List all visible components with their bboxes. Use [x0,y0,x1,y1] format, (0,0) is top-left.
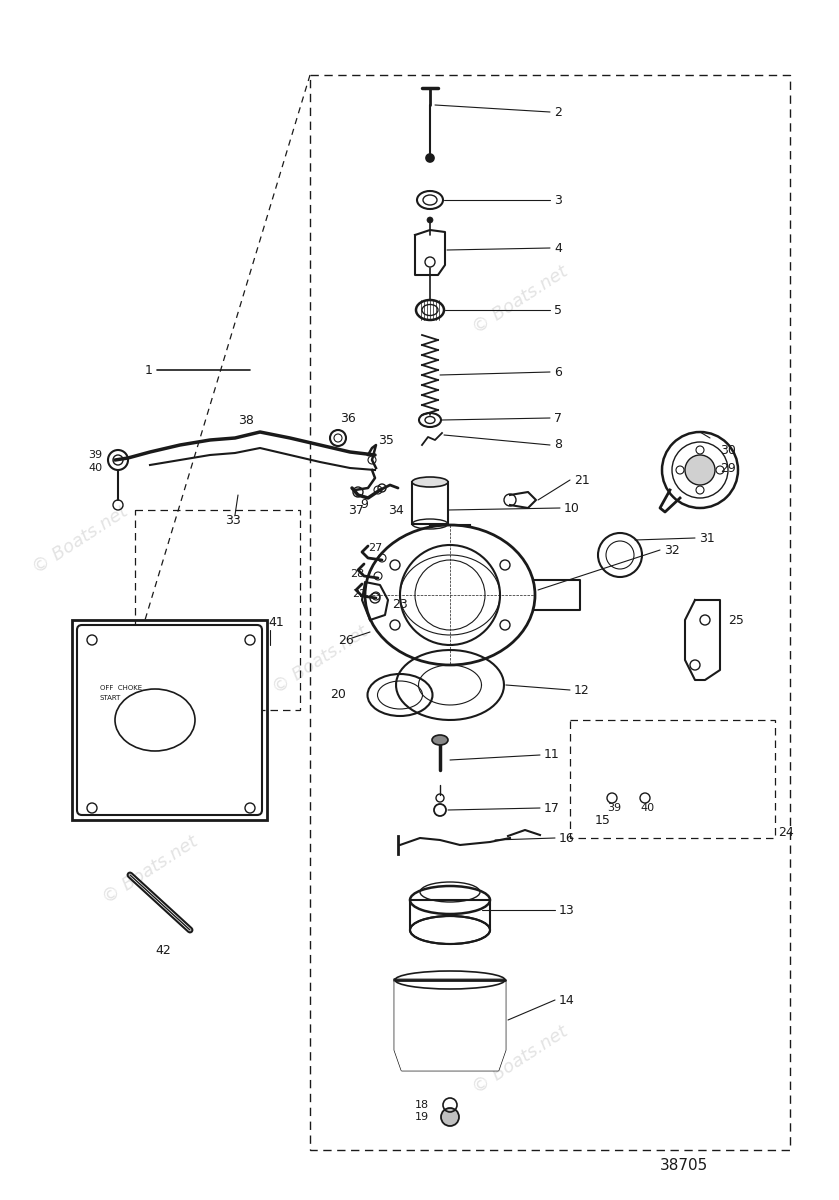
Bar [410,900,490,930]
Text: 21: 21 [574,474,590,486]
Polygon shape [415,230,445,275]
Text: 23: 23 [392,599,408,612]
Text: © Boats.net: © Boats.net [469,1022,571,1098]
Text: 10: 10 [564,502,580,515]
Text: 15: 15 [595,814,611,827]
Text: 34: 34 [388,504,404,516]
Text: 35: 35 [378,433,393,446]
Text: 40: 40 [640,803,654,814]
Circle shape [441,1108,459,1126]
Text: © Boats.net: © Boats.net [469,263,571,337]
Text: 11: 11 [544,749,560,762]
Text: 16: 16 [559,832,575,845]
Text: 18: 18 [415,1100,429,1110]
Text: 39: 39 [88,450,102,460]
Text: 7: 7 [554,412,562,425]
Text: 39: 39 [607,803,621,814]
Text: 30: 30 [720,444,736,456]
Text: 36: 36 [340,412,356,425]
Text: 41: 41 [268,617,284,630]
Text: 17: 17 [544,802,560,815]
Text: 38: 38 [238,414,254,426]
Text: START: START [100,695,122,701]
Text: 27: 27 [368,542,383,553]
Text: 28: 28 [350,569,364,578]
Bar [72,620,267,820]
Circle shape [426,154,434,162]
Text: 40: 40 [88,463,102,473]
Text: 8: 8 [554,438,562,451]
Text: 4: 4 [554,241,562,254]
Text: 26: 26 [338,634,354,647]
Circle shape [685,455,715,485]
Text: 37: 37 [348,504,364,516]
Text: 32: 32 [664,544,680,557]
Text: 22: 22 [352,589,367,599]
Text: 14: 14 [559,994,575,1007]
Text: © Boats.net: © Boats.net [29,503,131,577]
Text: 12: 12 [574,684,590,696]
Text: 42: 42 [155,943,171,956]
Bar [310,74,790,1150]
Circle shape [427,217,433,223]
Text: OFF  CHOKE: OFF CHOKE [100,685,142,691]
Text: 19: 19 [415,1112,429,1122]
Ellipse shape [432,734,448,745]
Text: 9: 9 [360,498,367,511]
Bar [570,720,775,838]
Text: 5: 5 [554,304,562,317]
Text: © Boats.net: © Boats.net [269,623,371,697]
Text: 20: 20 [330,689,346,702]
Text: 2: 2 [554,106,562,119]
Text: 3: 3 [554,193,562,206]
Text: 6: 6 [554,366,562,378]
Text: 1: 1 [145,364,153,377]
Text: 24: 24 [778,826,794,839]
Text: © Boats.net: © Boats.net [99,833,201,907]
FancyBboxPatch shape [77,625,262,815]
Bar [412,482,448,524]
Polygon shape [395,980,505,1070]
Text: 13: 13 [559,904,575,917]
Ellipse shape [410,916,490,944]
Ellipse shape [412,476,448,487]
Text: 25: 25 [728,613,744,626]
Text: 29: 29 [720,462,736,474]
Text: 33: 33 [225,514,241,527]
Text: 31: 31 [699,532,715,545]
Bar [135,510,300,710]
Text: 38705: 38705 [660,1158,708,1172]
